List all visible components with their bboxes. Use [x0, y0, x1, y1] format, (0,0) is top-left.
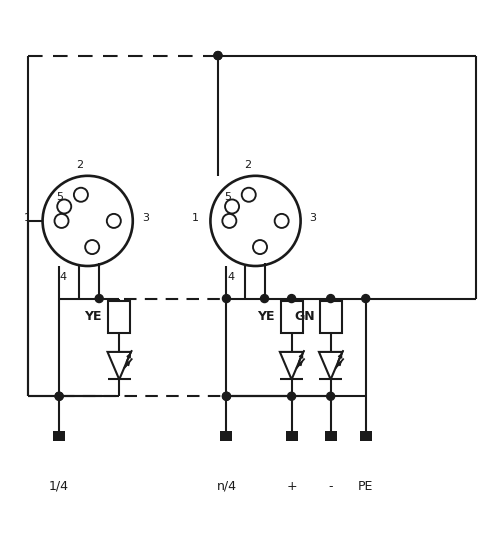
Text: -: - [329, 480, 333, 493]
Text: 5: 5 [56, 192, 63, 202]
Bar [108, 301, 130, 333]
Bar [286, 431, 298, 441]
Bar [53, 431, 65, 441]
Circle shape [214, 52, 222, 60]
Circle shape [55, 392, 63, 400]
Circle shape [222, 295, 230, 302]
Text: 3: 3 [310, 213, 317, 223]
Text: 2: 2 [76, 160, 83, 170]
Circle shape [55, 392, 63, 400]
Text: n/4: n/4 [216, 480, 236, 493]
Circle shape [261, 295, 269, 302]
Bar [281, 301, 303, 333]
Text: 1: 1 [24, 213, 31, 223]
Circle shape [288, 295, 296, 302]
Circle shape [327, 295, 335, 302]
Text: PE: PE [358, 480, 373, 493]
Text: +: + [286, 480, 297, 493]
Text: 3: 3 [142, 213, 149, 223]
Circle shape [327, 392, 335, 400]
Circle shape [222, 392, 230, 400]
Text: YE: YE [85, 310, 102, 323]
Circle shape [222, 392, 230, 400]
Text: 1/4: 1/4 [49, 480, 69, 493]
Circle shape [214, 52, 222, 60]
Circle shape [95, 295, 103, 302]
Text: GN: GN [294, 310, 315, 323]
Circle shape [362, 295, 370, 302]
Text: YE: YE [257, 310, 274, 323]
Text: 4: 4 [227, 272, 234, 282]
Text: 5: 5 [224, 192, 231, 202]
Circle shape [288, 392, 296, 400]
Bar [220, 431, 232, 441]
Bar [325, 431, 337, 441]
Bar [320, 301, 342, 333]
Bar [360, 431, 372, 441]
Text: 1: 1 [192, 213, 199, 223]
Text: 2: 2 [244, 160, 251, 170]
Text: 4: 4 [59, 272, 67, 282]
